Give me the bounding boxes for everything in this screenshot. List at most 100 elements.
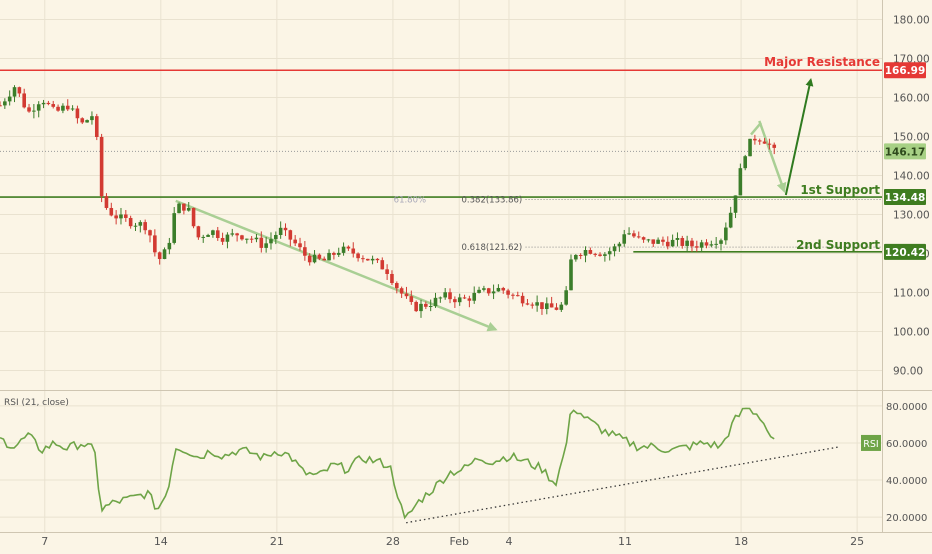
price-tick-label: 100.00 — [893, 327, 930, 339]
candle-body — [153, 235, 157, 253]
candle-body — [564, 290, 568, 305]
candle-body — [704, 242, 709, 246]
last-price-badge-bg — [884, 143, 926, 160]
rsi-tick-label: 40.0000 — [886, 476, 927, 487]
candle-body — [428, 306, 433, 308]
candle-body — [656, 239, 660, 244]
candle-body — [56, 106, 60, 111]
candle-body — [3, 101, 7, 106]
candle-body — [46, 102, 51, 105]
candle-body — [559, 304, 564, 310]
time-axis[interactable]: 7 14 21 28 Feb 4 11 18 25 — [41, 535, 864, 548]
candle-body — [32, 110, 36, 112]
candle-body — [283, 227, 288, 231]
candle-body — [724, 227, 728, 241]
down-trend-arrow — [175, 199, 498, 332]
candle-body — [399, 288, 404, 294]
candle-body — [617, 243, 622, 247]
candle-body — [80, 118, 85, 123]
candle-body — [636, 236, 641, 238]
time-tick-label: 18 — [734, 535, 748, 548]
trend-drawings — [175, 77, 814, 332]
candle-body — [124, 214, 128, 218]
candle-body — [394, 283, 399, 289]
candle-body — [365, 258, 370, 261]
retrace-arrow — [758, 120, 787, 193]
candle-body — [370, 258, 375, 261]
candle-body — [327, 252, 331, 261]
candle-body — [607, 251, 612, 255]
candle-body — [201, 236, 206, 238]
candle-body — [114, 215, 118, 219]
candle-body — [317, 254, 322, 259]
candle-body — [545, 303, 549, 310]
candle-body — [51, 104, 56, 107]
candle-body — [41, 102, 46, 105]
rsi-badge-bg — [861, 434, 881, 451]
candle-body — [240, 235, 244, 240]
candle-body — [138, 222, 143, 226]
candle-body — [695, 246, 699, 248]
candle-body — [699, 242, 704, 248]
candle-body — [274, 234, 278, 240]
candle-body — [225, 234, 230, 242]
candle-body — [627, 233, 631, 235]
candle-body — [733, 195, 738, 213]
candle-body — [12, 87, 17, 97]
candle-body — [336, 252, 341, 255]
candle-body — [119, 214, 123, 219]
candle-body — [186, 207, 191, 211]
candle-body — [661, 239, 665, 242]
time-tick-label: 25 — [850, 535, 864, 548]
rsi-axis[interactable]: 80.0000 60.0000 40.0000 20.0000 — [886, 402, 927, 524]
candle-body — [293, 239, 297, 244]
candle-body — [530, 304, 535, 306]
candle-body — [491, 291, 496, 294]
rsi-tick-label: 80.0000 — [886, 402, 927, 413]
candle-body — [22, 93, 26, 108]
candle-body — [588, 250, 593, 254]
candle-body — [578, 254, 583, 256]
candle-body — [307, 255, 312, 263]
candle-body — [419, 303, 423, 312]
candle-body — [264, 243, 268, 248]
candle-body — [651, 239, 656, 244]
time-tick-label: 14 — [154, 535, 168, 548]
price-tick-label: 160.00 — [893, 93, 930, 105]
candle-body — [404, 293, 409, 297]
time-tick-label: 28 — [386, 535, 400, 548]
resistance-price-badge: 166.99 — [885, 65, 926, 77]
candle-body — [646, 239, 651, 241]
price-tick-label: 110.00 — [893, 288, 930, 300]
candle-body — [182, 203, 186, 211]
candle-body — [409, 296, 414, 302]
time-tick-label: 21 — [270, 535, 284, 548]
candle-body — [269, 239, 273, 244]
resistance-price-badge-bg — [884, 62, 926, 79]
price-tick-label: 150.00 — [893, 132, 930, 144]
candle-body — [762, 141, 767, 144]
candle-body — [0, 105, 2, 107]
candle-body — [457, 297, 462, 303]
candle-body — [36, 104, 41, 111]
candle-body — [569, 259, 573, 291]
price-tick-label: 180.00 — [893, 15, 930, 27]
support-1-price-badge: 134.48 — [885, 192, 926, 204]
candle-body — [351, 248, 356, 254]
price-tick-label: 140.00 — [893, 171, 930, 183]
price-tick-label: 130.00 — [893, 210, 930, 222]
fib-label: 0.382(133.86) — [462, 195, 523, 205]
candle-body — [525, 303, 530, 305]
candle-body — [438, 297, 443, 299]
level-labels: 166.99 146.17 134.48 120.42 RSI Major Resista… — [394, 55, 926, 451]
candle-body — [714, 243, 718, 245]
candle-body — [574, 254, 578, 260]
candle-body — [486, 288, 491, 294]
candle-body — [341, 246, 346, 253]
candle-body — [249, 238, 254, 240]
candle-body — [501, 287, 506, 291]
candle-body — [612, 246, 617, 252]
candle-body — [17, 87, 22, 94]
